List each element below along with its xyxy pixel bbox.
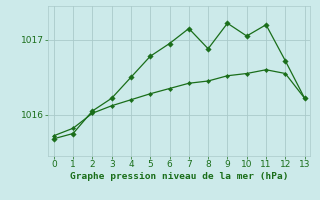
X-axis label: Graphe pression niveau de la mer (hPa): Graphe pression niveau de la mer (hPa) [70,172,288,181]
